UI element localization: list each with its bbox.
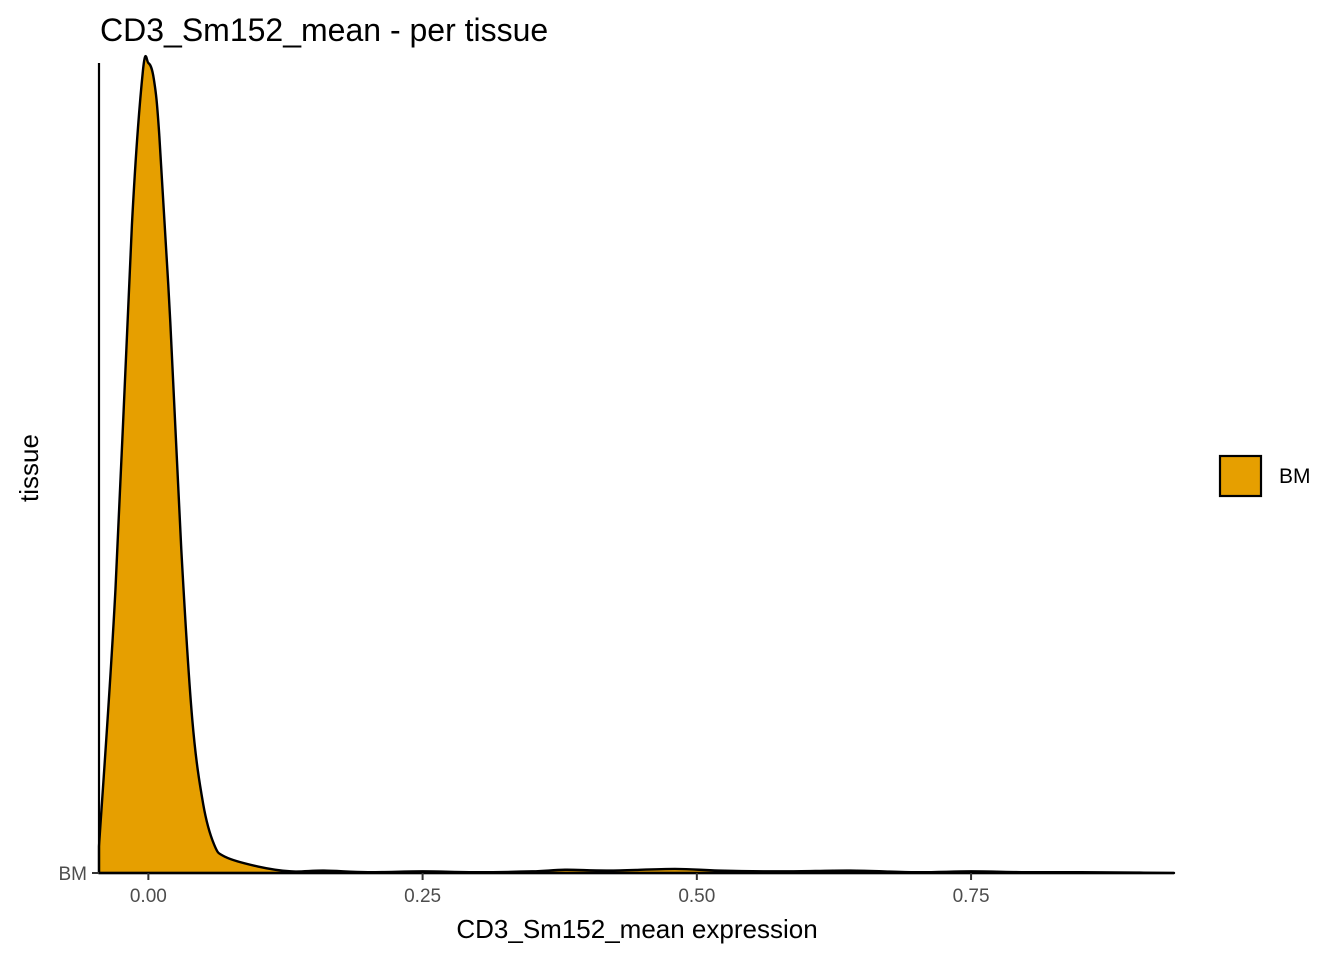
y-axis-ticks: BM bbox=[59, 864, 99, 885]
x-tick-label: 0.25 bbox=[404, 886, 441, 907]
legend-label-bm: BM bbox=[1279, 465, 1311, 488]
density-area-bm bbox=[97, 55, 1176, 875]
x-tick-label: 0.50 bbox=[678, 886, 715, 907]
x-tick-label: 0.00 bbox=[130, 886, 167, 907]
plot-area bbox=[97, 55, 1176, 875]
x-tick-label: 0.75 bbox=[953, 886, 990, 907]
legend-key-bm bbox=[1218, 454, 1263, 498]
legend: BM bbox=[1218, 454, 1311, 498]
y-tick-label: BM bbox=[59, 864, 88, 885]
y-axis-title: tissue bbox=[14, 434, 44, 502]
x-axis-ticks: 0.00 0.25 0.50 0.75 bbox=[130, 873, 990, 907]
x-axis-title: CD3_Sm152_mean expression bbox=[456, 914, 817, 944]
chart-title: CD3_Sm152_mean - per tissue bbox=[100, 12, 548, 48]
